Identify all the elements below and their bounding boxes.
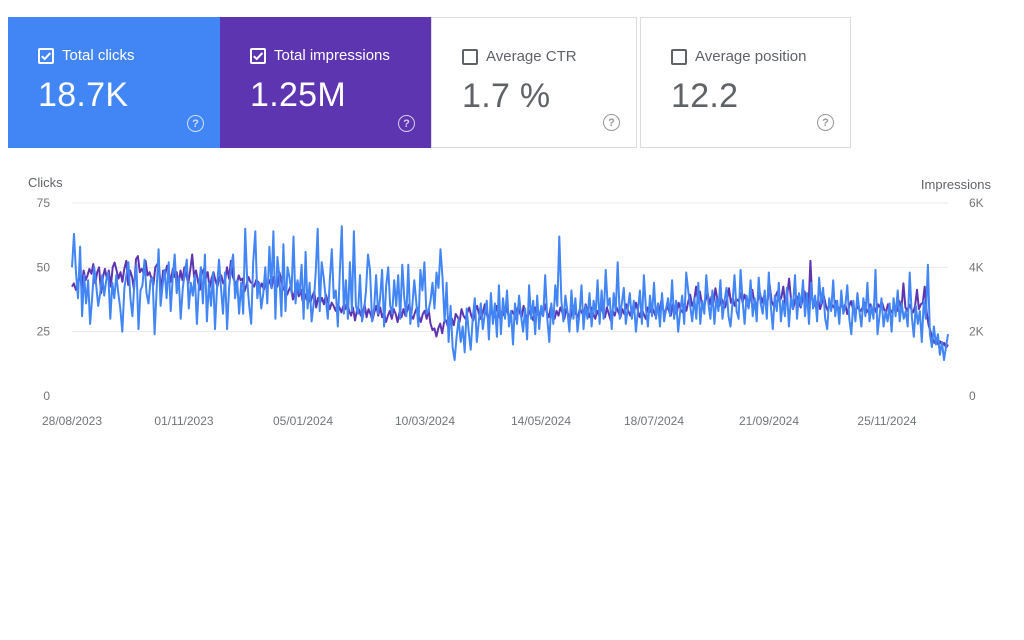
average-ctr-card[interactable]: Average CTR 1.7 % ? xyxy=(431,17,637,148)
help-icon[interactable]: ? xyxy=(603,114,620,131)
x-tick-label: 01/11/2023 xyxy=(154,414,213,428)
card-header: Total clicks xyxy=(38,47,220,64)
left-tick-label: 0 xyxy=(43,389,50,403)
right-axis-ticks: 0 2K 4K 6K xyxy=(969,196,984,403)
card-header: Average position xyxy=(671,48,850,65)
checkbox-checked-icon[interactable] xyxy=(250,47,266,64)
card-value: 1.7 % xyxy=(462,77,551,115)
performance-chart: Clicks Impressions 0 25 50 75 0 2K 4K 6K 28/08… xyxy=(28,175,992,428)
left-tick-label: 75 xyxy=(37,196,51,210)
right-tick-label: 0 xyxy=(969,389,976,403)
metric-cards: Total clicks 18.7K ? Total impressions 1… xyxy=(8,17,851,148)
help-icon[interactable]: ? xyxy=(817,114,834,131)
card-label: Total clicks xyxy=(62,47,135,64)
right-tick-label: 4K xyxy=(969,260,984,274)
x-axis-ticks: 28/08/2023 01/11/2023 05/01/2024 10/03/2024… xyxy=(42,414,917,428)
right-tick-label: 2K xyxy=(969,325,984,339)
card-value: 18.7K xyxy=(38,76,129,114)
card-label: Average CTR xyxy=(486,48,577,65)
x-tick-label: 28/08/2023 xyxy=(42,414,102,428)
card-value: 12.2 xyxy=(671,77,739,115)
total-impressions-card[interactable]: Total impressions 1.25M ? xyxy=(220,17,431,148)
checkbox-unchecked-icon[interactable] xyxy=(462,48,478,65)
left-tick-label: 50 xyxy=(37,260,51,274)
checkbox-unchecked-icon[interactable] xyxy=(671,48,687,65)
right-axis-title: Impressions xyxy=(921,177,992,192)
help-icon[interactable]: ? xyxy=(398,115,415,132)
x-tick-label: 05/01/2024 xyxy=(273,414,333,428)
card-header: Total impressions xyxy=(250,47,431,64)
x-tick-label: 18/07/2024 xyxy=(624,414,684,428)
left-axis-ticks: 0 25 50 75 xyxy=(37,196,51,403)
card-value: 1.25M xyxy=(250,76,346,114)
left-tick-label: 25 xyxy=(37,325,51,339)
clicks-series-line xyxy=(71,225,949,361)
average-position-card[interactable]: Average position 12.2 ? xyxy=(640,17,851,148)
x-tick-label: 14/05/2024 xyxy=(511,414,571,428)
card-header: Average CTR xyxy=(462,48,636,65)
card-label: Average position xyxy=(695,48,807,65)
checkbox-checked-icon[interactable] xyxy=(38,47,54,64)
help-icon[interactable]: ? xyxy=(187,115,204,132)
x-tick-label: 25/11/2024 xyxy=(857,414,916,428)
x-tick-label: 21/09/2024 xyxy=(739,414,799,428)
card-label: Total impressions xyxy=(274,47,390,64)
total-clicks-card[interactable]: Total clicks 18.7K ? xyxy=(8,17,220,148)
x-tick-label: 10/03/2024 xyxy=(395,414,455,428)
left-axis-title: Clicks xyxy=(28,175,63,190)
right-tick-label: 6K xyxy=(969,196,984,210)
